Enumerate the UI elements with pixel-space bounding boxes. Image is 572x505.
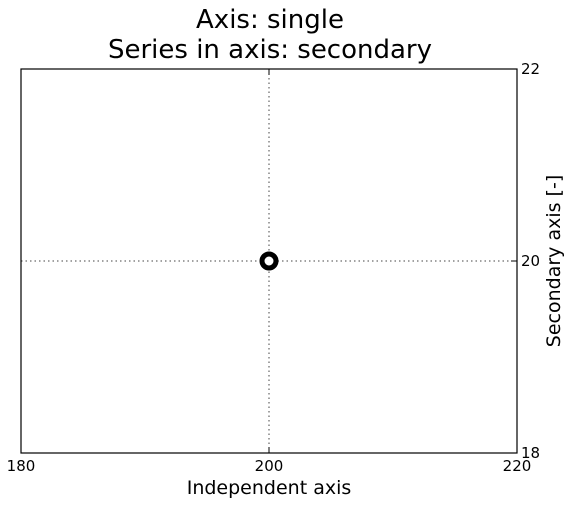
chart-title-line-1: Axis: single [196,5,344,35]
y2-tick-label: 18 [521,444,540,462]
x-tick-label: 220 [503,457,532,475]
y2-tick-label: 20 [521,252,540,270]
y2-tick-label: 22 [521,60,540,78]
chart-title-line-2: Series in axis: secondary [108,35,432,65]
x-tick-label: 200 [255,457,284,475]
x-tick-label: 180 [7,457,36,475]
axes-frame [20,68,518,454]
secondary-y-axis-label: Secondary axis [-] [543,175,565,347]
data-point [259,251,279,271]
x-axis-label: Independent axis [187,477,352,499]
